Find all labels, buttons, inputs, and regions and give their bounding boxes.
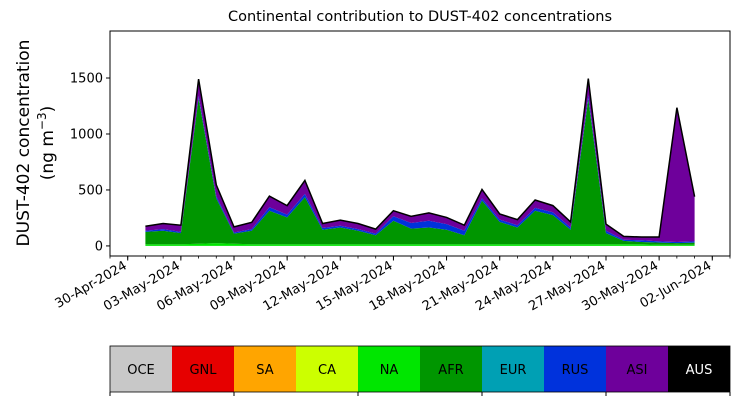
legend-frame (109, 345, 731, 393)
x-axis-ticks: 30-Apr-202403-May-202406-May-202409-May-… (53, 256, 731, 314)
legend-swatch-gnl (172, 346, 234, 392)
legend-swatch-eur (482, 346, 544, 392)
legend: OCE GNL SA CA NA AFR EUR RUS ASI AUS (109, 345, 731, 396)
legend-swatch-afr (420, 346, 482, 392)
legend-swatch-oce (110, 346, 172, 392)
y-axis-label-unit-exponent: −3 (35, 112, 49, 130)
legend-swatch-sa (234, 346, 296, 392)
area-series-na (145, 243, 695, 246)
legend-label-ca: CA (318, 363, 336, 378)
legend-swatch-aus (668, 346, 730, 392)
area-series-asi (145, 78, 695, 242)
y-tick-label-500: 500 (78, 183, 103, 198)
axes-frame (109, 30, 731, 257)
plot-marks (145, 78, 696, 246)
legend-label-afr: AFR (438, 363, 463, 378)
y-axis-ticks: 0 500 1000 1500 (70, 72, 110, 254)
legend-label-na: NA (380, 363, 399, 378)
y-axis-label-unit-suffix: ) (38, 106, 58, 113)
y-tick-label-1000: 1000 (70, 127, 103, 142)
area-series-afr (145, 98, 695, 245)
y-axis-label-line2: (ng m−3) (35, 106, 58, 181)
legend-label-eur: EUR (500, 363, 527, 378)
legend-label-asi: ASI (627, 363, 648, 378)
y-axis-label-line1: DUST-402 concentration (14, 40, 34, 247)
legend-swatch-ca (296, 346, 358, 392)
legend-label-rus: RUS (562, 363, 589, 378)
total-outline (145, 78, 696, 238)
plot-frame (109, 30, 731, 257)
legend-label-aus: AUS (686, 363, 713, 378)
legend-swatch-rus (544, 346, 606, 392)
legend-label-sa: SA (256, 363, 273, 378)
legend-swatch-asi (606, 346, 668, 392)
y-axis-label-unit-prefix: (ng m (38, 130, 58, 180)
legend-label-oce: OCE (127, 363, 155, 378)
legend-label-gnl: GNL (189, 363, 217, 378)
y-tick-label-1500: 1500 (70, 72, 103, 87)
y-tick-label-0: 0 (95, 239, 103, 254)
y-axis-label: DUST-402 concentration (ng m−3) (14, 40, 58, 247)
legend-swatch-na (358, 346, 420, 392)
chart-title: Continental contribution to DUST-402 con… (228, 9, 612, 25)
